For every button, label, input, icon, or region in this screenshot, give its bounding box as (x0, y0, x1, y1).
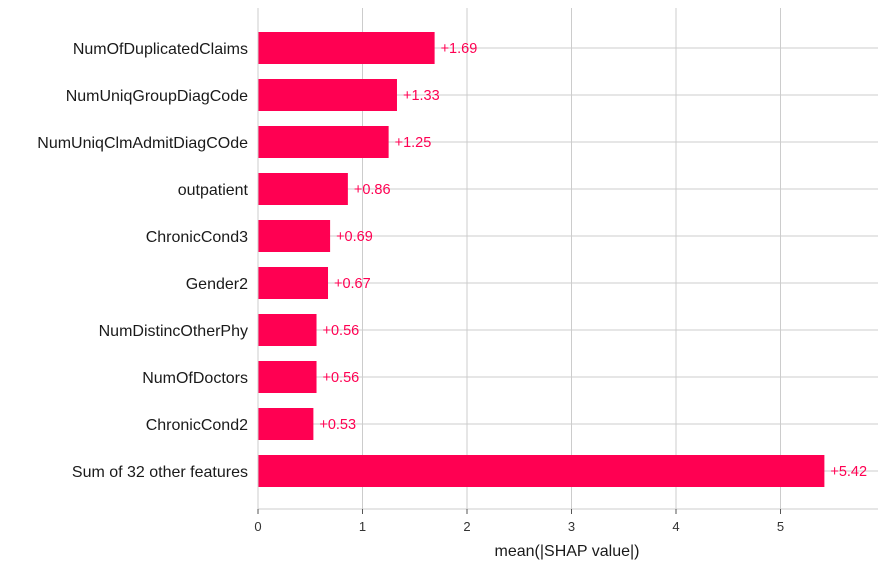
x-tick-label-0: 0 (254, 519, 261, 534)
category-label-9: Sum of 32 other features (72, 464, 248, 481)
value-label-3: +0.86 (354, 182, 391, 198)
category-label-4: ChronicCond3 (146, 229, 248, 246)
value-label-8: +0.53 (319, 417, 356, 433)
category-label-7: NumOfDoctors (142, 370, 248, 387)
category-label-5: Gender2 (186, 276, 248, 293)
value-labels: +1.69 +1.33 +1.25 +0.86 +0.69 +0.67 +0.56 +0.56… (319, 41, 867, 480)
category-labels: NumOfDuplicatedClaims NumUniqGroupDiagCod… (37, 41, 248, 481)
value-label-7: +0.56 (323, 370, 360, 386)
bar-3 (258, 173, 348, 205)
x-tick-label-4: 4 (672, 519, 679, 534)
x-tick-label-3: 3 (568, 519, 575, 534)
bar-8 (258, 408, 314, 440)
value-label-9: +5.42 (830, 464, 867, 480)
bar-4 (258, 220, 331, 252)
category-label-0: NumOfDuplicatedClaims (73, 41, 248, 58)
category-label-2: NumUniqClmAdmitDiagCOde (37, 135, 248, 152)
bar-7 (258, 361, 317, 393)
bar-5 (258, 267, 329, 299)
value-label-4: +0.69 (336, 229, 373, 245)
x-axis: 0 1 2 3 4 5 (254, 8, 878, 534)
x-tick-label-5: 5 (777, 519, 784, 534)
value-label-6: +0.56 (323, 323, 360, 339)
value-label-1: +1.33 (403, 88, 440, 104)
category-label-1: NumUniqGroupDiagCode (66, 88, 248, 105)
value-label-0: +1.69 (441, 41, 478, 57)
value-label-5: +0.67 (334, 276, 371, 292)
category-label-6: NumDistincOtherPhy (99, 323, 248, 340)
x-axis-title: mean(|SHAP value|) (495, 543, 640, 560)
bar-6 (258, 314, 317, 346)
category-label-8: ChronicCond2 (146, 417, 248, 434)
value-label-2: +1.25 (395, 135, 432, 151)
x-tick-label-1: 1 (359, 519, 366, 534)
bar-1 (258, 79, 397, 111)
category-label-3: outpatient (178, 182, 249, 199)
bars (258, 32, 825, 487)
bar-2 (258, 126, 389, 158)
bar-0 (258, 32, 435, 64)
bar-9 (258, 455, 825, 487)
x-tick-label-2: 2 (463, 519, 470, 534)
